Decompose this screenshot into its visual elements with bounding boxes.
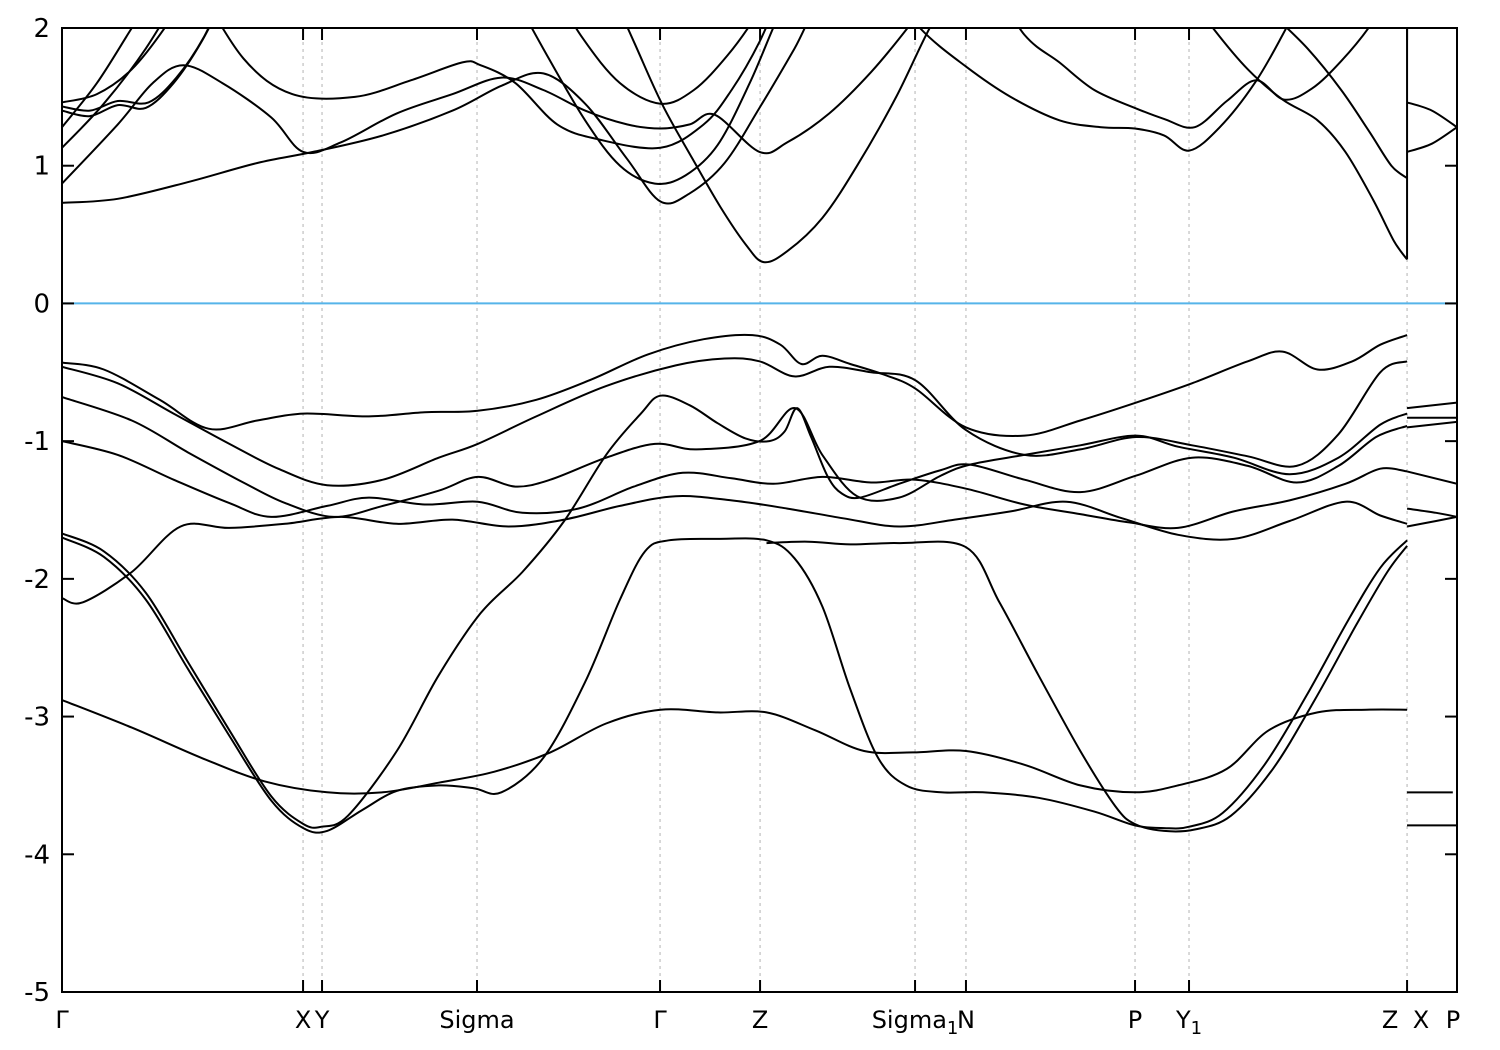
- frame-rect: [61, 27, 1458, 993]
- y-tick-label: -2: [24, 565, 50, 595]
- band-line: [62, 357, 1408, 487]
- x-point-label: Sigma1: [872, 1006, 959, 1039]
- x-point-label: Sigma: [439, 1006, 514, 1034]
- band-line: [1406, 126, 1457, 153]
- band-line: [62, 28, 1370, 185]
- band-line: [62, 28, 133, 128]
- band-line: [1285, 28, 1408, 179]
- band-line: [62, 495, 1408, 605]
- x-point-label: P: [1128, 1006, 1142, 1034]
- plot-frame: [61, 27, 1458, 993]
- x-point-label: Y1: [1175, 1006, 1202, 1039]
- band-line: [62, 536, 1408, 834]
- y-tick-label: 1: [33, 152, 50, 182]
- y-tick-label: -3: [24, 703, 50, 733]
- band-line: [766, 540, 1408, 833]
- band-lines: [62, 28, 1457, 834]
- x-point-label: Z: [1382, 1006, 1398, 1034]
- band-line: [1406, 470, 1457, 485]
- band-line: [62, 440, 1408, 530]
- x-point-label: N: [957, 1006, 975, 1034]
- y-tick-label: 0: [33, 289, 50, 319]
- band-line: [62, 333, 1408, 437]
- y-tick-label: 2: [33, 14, 50, 44]
- band-line: [1406, 101, 1457, 129]
- band-line: [62, 699, 1408, 795]
- band-line: [62, 28, 211, 118]
- x-point-label: Γ: [55, 1006, 69, 1034]
- band-line: [221, 28, 768, 150]
- x-point-label: P: [1446, 1006, 1460, 1034]
- y-tick-label: -1: [24, 427, 50, 457]
- x-point-label: Y: [314, 1006, 330, 1034]
- band-line: [62, 394, 1408, 829]
- band-line: [62, 396, 1408, 518]
- band-line: [1406, 515, 1457, 528]
- x-point-label: Z: [752, 1006, 768, 1034]
- band-line: [1211, 28, 1408, 261]
- axis-ticks: [61, 27, 1457, 993]
- band-line: [62, 28, 210, 112]
- y-tick-label: -4: [24, 840, 50, 870]
- band-line: [62, 28, 161, 149]
- y-tick-label: -5: [24, 978, 50, 1008]
- band-line: [1406, 420, 1457, 429]
- x-point-label: Γ: [653, 1006, 667, 1034]
- band-line: [62, 28, 1288, 205]
- y-axis-labels: 2 1 0 -1 -2 -3 -4 -5: [24, 14, 50, 1008]
- band-line: [626, 28, 931, 264]
- x-point-label: X: [1413, 1006, 1429, 1034]
- band-line: [62, 28, 166, 104]
- x-point-label: X: [295, 1006, 311, 1034]
- band-line: [1406, 507, 1457, 518]
- band-line: [530, 28, 775, 185]
- band-line: [1406, 401, 1457, 410]
- band-line: [574, 28, 750, 105]
